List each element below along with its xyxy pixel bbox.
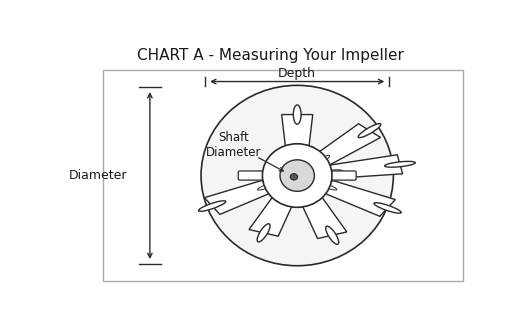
Ellipse shape xyxy=(295,147,300,161)
Ellipse shape xyxy=(358,124,381,138)
FancyBboxPatch shape xyxy=(331,171,356,180)
Polygon shape xyxy=(314,124,381,165)
Text: Depth: Depth xyxy=(278,67,316,80)
Text: Shaft
Diameter: Shaft Diameter xyxy=(206,131,261,159)
Polygon shape xyxy=(249,193,296,236)
Polygon shape xyxy=(322,181,395,216)
Ellipse shape xyxy=(314,155,329,165)
Ellipse shape xyxy=(257,224,270,242)
Ellipse shape xyxy=(294,105,301,124)
FancyBboxPatch shape xyxy=(238,171,264,180)
Ellipse shape xyxy=(258,183,277,190)
Ellipse shape xyxy=(262,144,332,207)
Ellipse shape xyxy=(318,183,337,190)
Ellipse shape xyxy=(326,226,338,244)
Ellipse shape xyxy=(201,85,393,266)
Text: Diameter: Diameter xyxy=(69,169,127,182)
Ellipse shape xyxy=(374,203,401,213)
Ellipse shape xyxy=(384,161,416,167)
Ellipse shape xyxy=(281,189,290,202)
Ellipse shape xyxy=(280,160,314,191)
Polygon shape xyxy=(281,115,313,154)
FancyBboxPatch shape xyxy=(103,70,463,281)
Ellipse shape xyxy=(290,174,298,180)
Ellipse shape xyxy=(320,170,342,174)
Polygon shape xyxy=(329,155,403,179)
Ellipse shape xyxy=(305,189,314,202)
Polygon shape xyxy=(299,193,347,239)
Ellipse shape xyxy=(199,201,226,211)
Text: CHART A - Measuring Your Impeller: CHART A - Measuring Your Impeller xyxy=(137,49,404,63)
Polygon shape xyxy=(204,181,272,214)
